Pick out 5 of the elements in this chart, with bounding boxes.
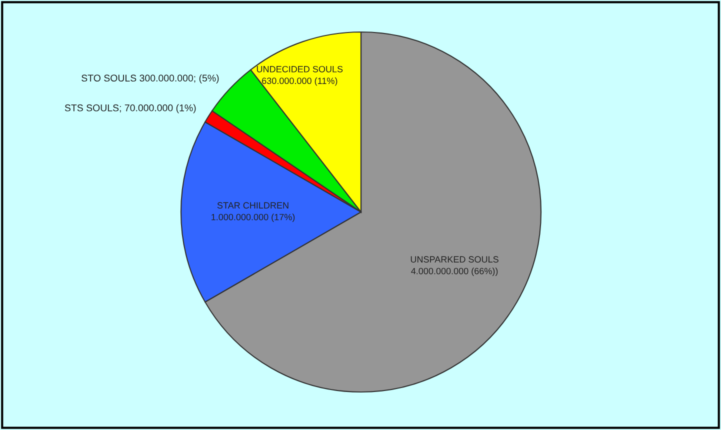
data-label: STO SOULS 300.000.000; (5%) [82, 74, 219, 84]
data-label: UNDECIDED SOULS 630.000.000 (11%) [256, 66, 343, 86]
data-label: STS SOULS; 70.000.000 (1%) [64, 104, 196, 114]
data-label: UNSPARKED SOULS 4.000.000.000 (66%)) [410, 256, 498, 276]
data-label: STAR CHILDREN 1.000.000.000 (17%) [212, 202, 295, 222]
